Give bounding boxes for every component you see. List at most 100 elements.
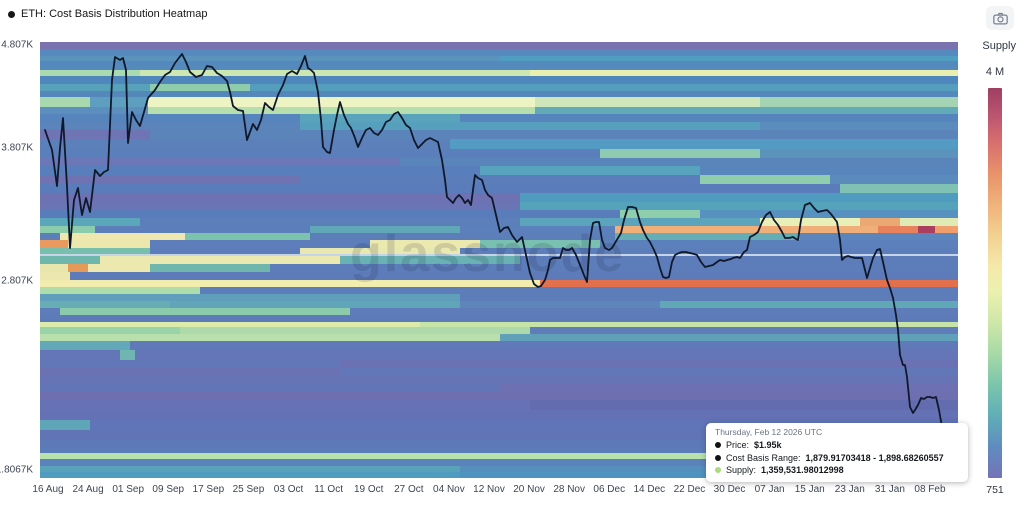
heatmap-cell-band[interactable]: [400, 158, 958, 166]
heatmap-cell-band[interactable]: [270, 264, 958, 272]
heatmap-cell-band[interactable]: [310, 233, 615, 240]
heatmap-cell-band[interactable]: [40, 254, 958, 256]
heatmap-cell-band[interactable]: [600, 149, 760, 158]
heatmap-cell-band[interactable]: [40, 130, 150, 139]
heatmap-cell-band[interactable]: [615, 233, 800, 240]
heatmap-cell-band[interactable]: [40, 410, 958, 420]
screenshot-button[interactable]: [986, 6, 1014, 30]
heatmap-cell-band[interactable]: [130, 341, 958, 350]
heatmap-cell-band[interactable]: [760, 149, 958, 158]
heatmap-cell-band[interactable]: [935, 226, 958, 233]
heatmap-cell-band[interactable]: [900, 218, 958, 226]
heatmap-cell-band[interactable]: [40, 139, 450, 149]
heatmap-cell-band[interactable]: [40, 202, 520, 210]
heatmap-cell-band[interactable]: [40, 400, 530, 410]
heatmap-cell-band[interactable]: [148, 97, 535, 107]
heatmap-cell-band[interactable]: [300, 114, 460, 122]
heatmap-cell-band[interactable]: [460, 226, 615, 233]
heatmap-cell-band[interactable]: [40, 122, 300, 130]
heatmap-cell-band[interactable]: [340, 256, 520, 264]
heatmap-cell-band[interactable]: [40, 280, 540, 287]
heatmap-cell-band[interactable]: [860, 218, 900, 226]
heatmap-cell-band[interactable]: [40, 240, 68, 248]
heatmap-plot[interactable]: glassnode: [40, 42, 958, 478]
heatmap-cell-band[interactable]: [40, 308, 60, 315]
heatmap-cell-band[interactable]: [40, 327, 180, 334]
heatmap-cell-band[interactable]: [185, 233, 310, 240]
heatmap-cell-band[interactable]: [520, 202, 958, 210]
heatmap-cell-band[interactable]: [40, 459, 958, 466]
heatmap-cell-band[interactable]: [310, 226, 460, 233]
heatmap-cell-band[interactable]: [40, 472, 460, 478]
heatmap-cell-band[interactable]: [40, 218, 140, 226]
heatmap-cell-band[interactable]: [40, 97, 90, 107]
heatmap-cell-band[interactable]: [40, 430, 958, 440]
heatmap-cell-band[interactable]: [40, 392, 958, 400]
heatmap-cell-band[interactable]: [878, 226, 918, 233]
heatmap-cell-band[interactable]: [40, 341, 130, 350]
heatmap-cell-band[interactable]: [40, 166, 480, 175]
heatmap-cell-band[interactable]: [150, 84, 250, 91]
heatmap-cell-band[interactable]: [40, 322, 420, 327]
heatmap-cell-band[interactable]: [40, 70, 140, 76]
heatmap-cell-band[interactable]: [40, 114, 300, 122]
heatmap-cell-band[interactable]: [40, 91, 958, 97]
heatmap-cell-band[interactable]: [300, 175, 700, 184]
heatmap-cell-band[interactable]: [370, 240, 480, 248]
heatmap-cell-band[interactable]: [40, 107, 148, 114]
heatmap-cell-band[interactable]: [40, 440, 958, 447]
heatmap-cell-band[interactable]: [150, 240, 370, 248]
heatmap-cell-band[interactable]: [40, 175, 300, 184]
heatmap-cell-band[interactable]: [600, 240, 958, 248]
heatmap-cell-band[interactable]: [40, 453, 958, 459]
heatmap-cell-band[interactable]: [300, 248, 460, 254]
heatmap-cell-band[interactable]: [68, 264, 88, 272]
heatmap-cell-band[interactable]: [150, 248, 300, 254]
heatmap-cell-band[interactable]: [800, 233, 958, 240]
heatmap-cell-band[interactable]: [450, 139, 958, 149]
heatmap-cell-band[interactable]: [40, 256, 100, 264]
heatmap-cell-band[interactable]: [40, 226, 95, 233]
heatmap-cell-band[interactable]: [620, 210, 700, 218]
heatmap-cell-band[interactable]: [500, 56, 958, 61]
heatmap-cell-band[interactable]: [40, 384, 500, 392]
heatmap-cell-band[interactable]: [700, 175, 830, 184]
heatmap-cell-band[interactable]: [40, 334, 500, 341]
heatmap-cell-band[interactable]: [420, 322, 958, 327]
heatmap-cell-band[interactable]: [40, 84, 150, 91]
heatmap-cell-band[interactable]: [200, 287, 958, 294]
heatmap-cell-band[interactable]: [350, 308, 958, 315]
heatmap-cell-band[interactable]: [120, 350, 135, 360]
heatmap-cell-band[interactable]: [40, 233, 60, 240]
heatmap-cell-band[interactable]: [180, 327, 530, 334]
heatmap-cell-band[interactable]: [40, 61, 958, 66]
heatmap-cell-band[interactable]: [140, 70, 530, 76]
heatmap-cell-band[interactable]: [90, 420, 958, 430]
heatmap-cell-band[interactable]: [40, 466, 460, 472]
heatmap-cell-band[interactable]: [250, 84, 958, 91]
heatmap-cell-band[interactable]: [40, 301, 170, 308]
heatmap-cell-band[interactable]: [140, 218, 520, 226]
heatmap-cell-band[interactable]: [480, 166, 700, 175]
heatmap-cell-band[interactable]: [40, 264, 68, 272]
heatmap-cell-band[interactable]: [40, 420, 90, 430]
heatmap-cell-band[interactable]: [40, 360, 340, 368]
heatmap-cell-band[interactable]: [60, 308, 350, 315]
heatmap-cell-band[interactable]: [40, 287, 200, 294]
heatmap-cell-band[interactable]: [100, 256, 340, 264]
heatmap-cell-band[interactable]: [40, 184, 840, 193]
heatmap-cell-band[interactable]: [68, 240, 150, 248]
heatmap-cell-band[interactable]: [40, 50, 958, 56]
heatmap-cell-band[interactable]: [40, 294, 460, 301]
heatmap-cell-band[interactable]: [150, 130, 958, 139]
heatmap-cell-band[interactable]: [300, 122, 760, 130]
heatmap-cell-band[interactable]: [840, 184, 958, 193]
heatmap-cell-band[interactable]: [40, 210, 620, 218]
heatmap-cell-band[interactable]: [40, 149, 600, 158]
heatmap-cell-band[interactable]: [480, 240, 600, 248]
heatmap-cell-band[interactable]: [95, 226, 310, 233]
heatmap-cell-band[interactable]: [700, 210, 958, 218]
heatmap-cell-band[interactable]: [918, 226, 935, 233]
heatmap-cell-band[interactable]: [460, 114, 958, 122]
heatmap-cell-band[interactable]: [340, 368, 958, 376]
